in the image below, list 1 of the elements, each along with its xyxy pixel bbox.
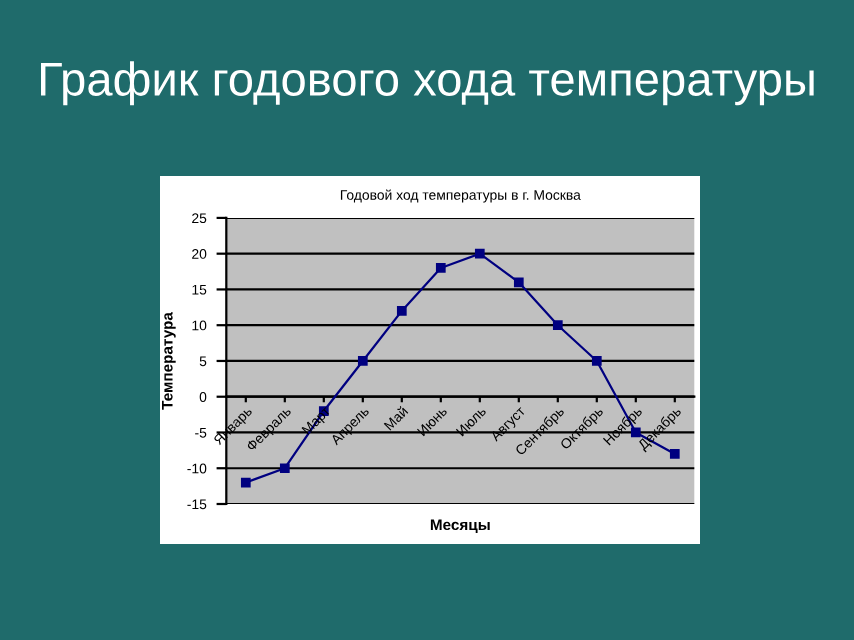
chart-title: График годового хода температуры <box>41 61 814 106</box>
